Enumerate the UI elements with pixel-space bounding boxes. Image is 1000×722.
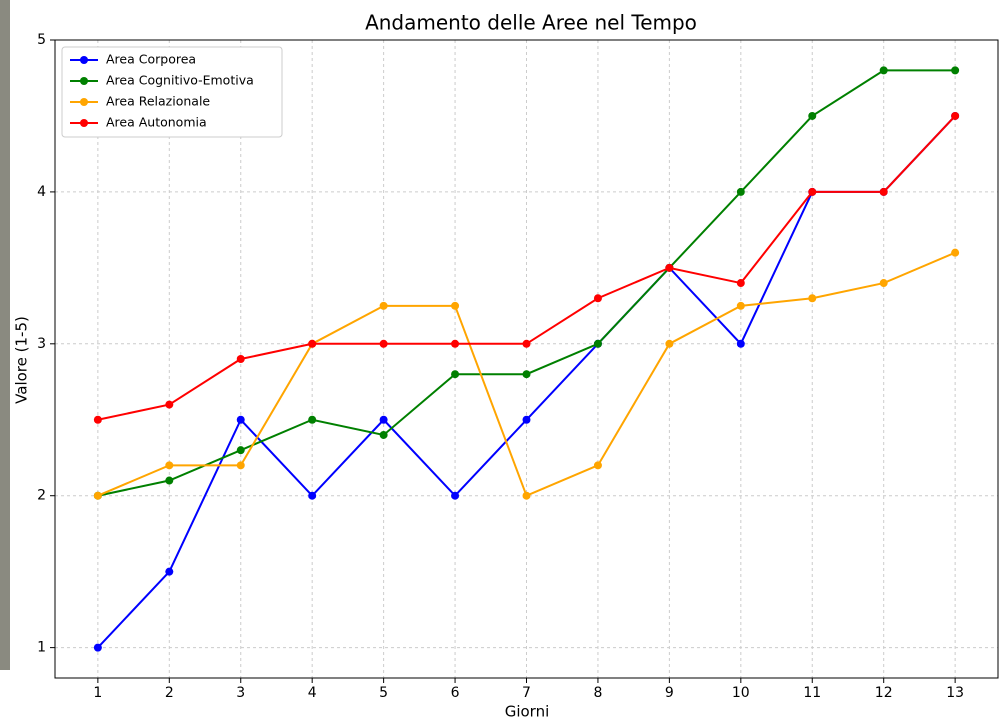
legend-label: Area Corporea [106, 52, 196, 67]
x-tick-label: 11 [803, 685, 821, 701]
data-point [951, 66, 960, 75]
series-line [97, 115, 956, 649]
data-point [308, 491, 317, 500]
x-tick-label: 13 [946, 685, 964, 701]
data-point [308, 339, 317, 348]
data-point [379, 430, 388, 439]
legend-label: Area Cognitivo-Emotiva [106, 73, 254, 88]
data-point [236, 446, 245, 455]
x-tick-label: 1 [93, 685, 102, 701]
data-point [93, 643, 102, 652]
data-point [951, 111, 960, 120]
data-point [379, 301, 388, 310]
data-point [236, 461, 245, 470]
data-point [379, 339, 388, 348]
data-point [736, 301, 745, 310]
legend-box [61, 46, 283, 138]
x-tick-label: 4 [308, 685, 317, 701]
data-point [165, 567, 174, 576]
data-point [379, 415, 388, 424]
legend-label: Area Autonomia [106, 115, 207, 130]
data-point [879, 187, 888, 196]
data-point [165, 461, 174, 470]
x-tick-label: 6 [451, 685, 460, 701]
plot-frame [54, 39, 999, 679]
y-tick-label: 3 [37, 336, 46, 352]
data-point [593, 339, 602, 348]
y-tick-label: 5 [37, 32, 46, 48]
data-point [93, 491, 102, 500]
data-point [165, 476, 174, 485]
data-point [808, 111, 817, 120]
legend-label: Area Relazionale [106, 94, 210, 109]
data-point [736, 339, 745, 348]
x-tick-label: 5 [379, 685, 388, 701]
x-tick-label: 3 [236, 685, 245, 701]
data-point [93, 415, 102, 424]
data-point [522, 339, 531, 348]
y-tick-label: 1 [37, 640, 46, 656]
data-point [236, 355, 245, 363]
y-tick-label: 2 [37, 488, 46, 504]
data-point [736, 279, 745, 288]
data-point [808, 187, 817, 196]
data-point [593, 461, 602, 470]
chart-title: Andamento delle Aree nel Tempo [365, 11, 697, 35]
data-point [879, 279, 888, 288]
data-point [808, 294, 817, 303]
x-tick-label: 7 [522, 685, 531, 701]
legend-marker [80, 98, 88, 106]
data-point [951, 248, 960, 257]
data-point [451, 301, 460, 310]
y-tick-label: 4 [37, 184, 46, 200]
x-tick-label: 8 [593, 685, 602, 701]
data-point [236, 415, 245, 424]
legend-marker [80, 119, 88, 127]
x-axis-label: Giorni [505, 703, 550, 721]
x-tick-label: 9 [665, 685, 674, 701]
data-point [451, 339, 460, 348]
x-tick-label: 2 [165, 685, 174, 701]
data-point [879, 66, 888, 75]
data-point [522, 415, 531, 424]
data-point [736, 187, 745, 196]
x-tick-label: 12 [875, 685, 893, 701]
legend-marker [80, 77, 88, 85]
data-point [665, 339, 674, 348]
data-point [308, 415, 317, 424]
background-strip [0, 0, 10, 670]
data-point [165, 400, 174, 409]
x-tick-label: 10 [732, 685, 750, 701]
data-point [522, 370, 531, 379]
data-point [593, 294, 602, 303]
data-point [451, 491, 460, 500]
data-point [451, 370, 460, 379]
legend-marker [80, 56, 88, 64]
data-point [665, 263, 674, 272]
data-point [522, 491, 531, 500]
y-axis-label: Valore (1-5) [13, 316, 31, 404]
